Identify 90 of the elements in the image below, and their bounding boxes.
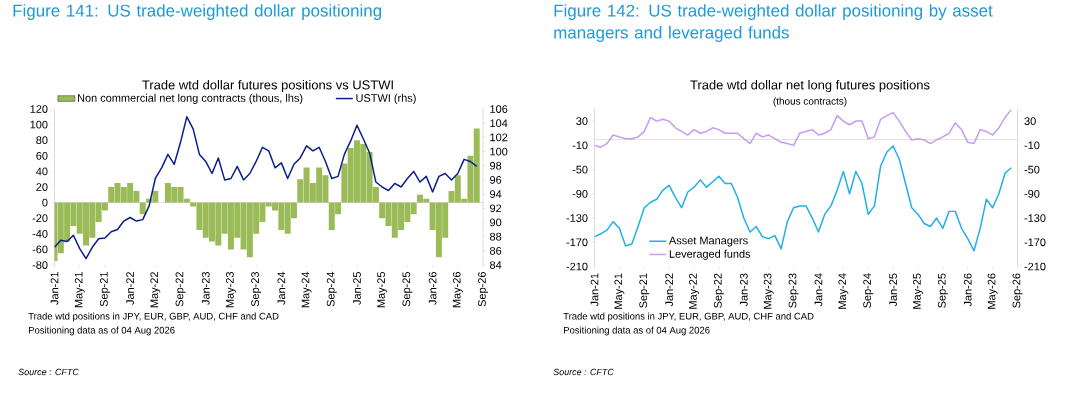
y-tick-label: -90 <box>1024 189 1040 198</box>
y2-tick-label: -210 <box>566 262 588 271</box>
x-tick-label: Sep-26 <box>1012 273 1023 308</box>
x-tick-label: Sep-22 <box>175 272 186 307</box>
x-tick-label: May-22 <box>150 272 161 308</box>
y2-tick-label: 84 <box>489 261 502 269</box>
x-tick-label: Sep-21 <box>99 272 110 307</box>
x-tick-label: Jan-21 <box>590 273 599 307</box>
x-tick-label: Sep-24 <box>863 273 874 308</box>
x-tick-label: May-24 <box>838 273 849 309</box>
y-tick-label: -60 <box>32 245 48 254</box>
x-tick-label: May-24 <box>301 271 312 308</box>
x-tick-label: Sep-21 <box>639 273 650 308</box>
x-tick-label: Jan-26 <box>963 273 972 307</box>
text: Trade wtd positions in JPY, EUR, GBP, AUD, CHF and CAD <box>563 312 814 322</box>
x-tick-label: Jan-22 <box>665 273 674 307</box>
y2-tick-label: 102 <box>490 133 508 142</box>
x-tick-label: Jan-23 <box>739 273 748 307</box>
y2-tick-label: 86 <box>489 246 502 255</box>
y2-tick-label: 104 <box>490 119 508 128</box>
source-note: Source : CFTC <box>553 368 614 376</box>
x-tick-label: Sep-23 <box>251 272 262 307</box>
y-tick-label: 40 <box>36 167 48 176</box>
y2-tick-label: -170 <box>566 238 588 247</box>
x-tick-label: Sep-26 <box>478 272 488 307</box>
x-tick-label: May-26 <box>452 272 463 308</box>
x-tick-label: May-23 <box>763 273 774 309</box>
x-tick-label: Jan-22 <box>126 272 134 305</box>
x-tick-label: Jan-21 <box>50 272 59 305</box>
x-tick-label: Sep-24 <box>326 271 337 307</box>
y-tick-label: 100 <box>30 120 48 129</box>
chart-subtitle: Trade wtd dollar net long futures positions <box>690 79 930 93</box>
y-tick-label: 30 <box>1024 117 1036 125</box>
y-tick-label: -210 <box>1024 262 1046 271</box>
x-tick-label: May-22 <box>689 273 699 309</box>
x-tick-label: May-21 <box>614 273 625 309</box>
chart-title: Figure 141: US trade-weighted dollar positioning <box>13 4 382 20</box>
y-tick-label: -130 <box>1024 214 1046 222</box>
bar <box>139 202 146 215</box>
y2-tick-label: 106 <box>490 105 508 113</box>
line-series <box>54 116 478 260</box>
y2-tick-label: 94 <box>490 190 502 198</box>
y-tick-label: 80 <box>36 136 48 145</box>
y-tick-label: -40 <box>32 229 48 238</box>
x-tick-label: May-26 <box>987 273 998 309</box>
x-tick-label: Jan-24 <box>277 271 286 305</box>
text: Trade wtd positions in JPY, EUR, GBP, AUD, CHF and CAD <box>28 312 279 322</box>
y2-tick-label: 98 <box>490 161 502 170</box>
y-tick-label: -50 <box>1024 165 1040 174</box>
x-tick-label: May-25 <box>377 271 388 308</box>
legend-label: Asset Managers <box>668 236 748 247</box>
x-tick-label: May-23 <box>225 272 236 308</box>
x-tick-label: Sep-25 <box>937 273 948 308</box>
y2-tick-label: -130 <box>566 214 588 222</box>
x-tick-label: Jan-25 <box>353 271 361 305</box>
y-tick-label: 20 <box>36 183 48 191</box>
y-tick-label: -10 <box>1024 141 1040 150</box>
y-tick-label: 60 <box>36 151 48 160</box>
y2-tick-label: 92 <box>490 204 502 213</box>
text: Positioning data as of 04 Aug 2026 <box>28 326 175 336</box>
legend-label: Leveraged funds <box>669 249 751 260</box>
legend-label: USTWI (rhs) <box>356 93 416 105</box>
chart-subtitle: Trade wtd dollar futures positions vs USTWI <box>142 79 393 93</box>
y2-tick-label: -10 <box>572 141 588 150</box>
y2-tick-label: -50 <box>572 165 588 174</box>
text: (thous contracts) <box>773 97 847 107</box>
y2-tick-label: 100 <box>490 147 508 156</box>
x-tick-label: Jan-25 <box>889 273 897 307</box>
y2-tick-label: 30 <box>576 117 588 125</box>
x-tick-label: Jan-24 <box>814 273 823 307</box>
y2-tick-label: 96 <box>490 176 502 184</box>
x-tick-label: May-21 <box>74 272 85 308</box>
y-tick-label: -170 <box>1024 238 1046 247</box>
x-tick-label: May-25 <box>913 273 923 309</box>
chart-title: Figure 142: US trade-weighted dollar positioning by asset managers and leveraged funds <box>554 4 993 42</box>
legend-label: Non commercial net long contracts (thous, lhs) <box>77 93 303 105</box>
x-tick-label: Sep-23 <box>788 273 799 308</box>
y2-tick-label: -90 <box>572 189 588 198</box>
y2-tick-label: 90 <box>490 218 502 227</box>
x-tick-label: Jan-26 <box>428 272 437 305</box>
x-tick-label: Sep-22 <box>713 273 724 308</box>
y2-tick-label: 88 <box>489 232 502 241</box>
x-tick-label: Sep-25 <box>402 271 413 307</box>
y-tick-label: -80 <box>32 261 48 269</box>
text: Positioning data as of 04 Aug 2026 <box>563 326 710 336</box>
y-tick-label: 120 <box>30 105 48 113</box>
x-tick-label: Jan-23 <box>201 272 210 305</box>
source-note: Source : CFTC <box>18 368 79 376</box>
y-tick-label: -20 <box>32 214 48 223</box>
y-tick-label: 0 <box>42 198 48 207</box>
